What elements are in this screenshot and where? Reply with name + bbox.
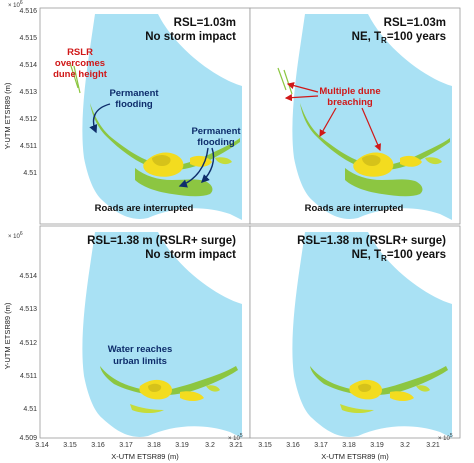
panel-title-line1: RSL=1.38 m (RSLR+ surge)	[87, 235, 236, 247]
breach-arrow-3	[319, 107, 337, 138]
panel-title-line2: NE, TR=100 years	[352, 249, 446, 263]
annotation-rslr: RSLR	[67, 47, 93, 58]
x-axis-label: X-UTM ETSR89 (m)	[321, 452, 389, 461]
y-tick-label: 4.514	[19, 62, 37, 69]
x-tick-label: 3.16	[91, 442, 105, 449]
y-axis-label: Y-UTM ETSR89 (m)	[3, 82, 12, 149]
y-tick-label: 4.513	[19, 306, 37, 313]
dune-breach	[277, 67, 293, 95]
y-exponent-top: × 106	[8, 0, 23, 9]
flooding-arrow-3	[201, 147, 215, 183]
y-tick-label: 4.509	[19, 435, 37, 442]
panel-top-right: RSL=1.03m NE, TR=100 years Multiple dune…	[249, 7, 461, 225]
x-tick-label: 3.17	[119, 442, 133, 449]
x-tick-label: 3.19	[175, 442, 189, 449]
annotation-permanent-flooding-b: Permanent	[191, 126, 241, 137]
annotation-roads: Roads are interrupted	[305, 203, 404, 214]
x-exponent-left: × 105	[228, 433, 243, 442]
y-axis-bottom: × 106 4.514 4.513 4.512 4.511 4.51 4.509…	[3, 231, 37, 442]
panel-bottom-left: RSL=1.38 m (RSLR+ surge) No storm impact…	[39, 225, 251, 439]
x-tick-label: 3.2	[400, 442, 410, 449]
panel-title-line2: NE, TR=100 years	[352, 31, 446, 45]
panel-title-line2: No storm impact	[145, 249, 236, 261]
x-axis-left: 3.14 3.15 3.16 3.17 3.18 3.19 3.2 3.21 ×…	[35, 433, 243, 461]
y-tick-label: 4.512	[19, 116, 37, 123]
x-exponent-right: × 105	[438, 433, 453, 442]
breach-arrow-1	[286, 82, 319, 93]
y-tick-label: 4.511	[20, 373, 37, 380]
x-tick-label: 3.15	[258, 442, 272, 449]
y-tick-label: 4.514	[19, 273, 37, 280]
annotation-rslr-3: dune height	[53, 69, 108, 80]
y-axis-label: Y-UTM ETSR89 (m)	[3, 302, 12, 369]
y-tick-label: 4.515	[19, 35, 37, 42]
breach-arrow-4	[361, 107, 381, 152]
annotation-water-urban-2: urban limits	[113, 356, 167, 367]
x-tick-label: 3.15	[63, 442, 77, 449]
annotation-multiple-dune-2: breaching	[327, 97, 373, 108]
annotation-permanent-flooding: Permanent	[109, 88, 159, 99]
panel-title-line1: RSL=1.38 m (RSLR+ surge)	[297, 235, 446, 247]
panel-title-line1: RSL=1.03m	[384, 17, 446, 29]
y-tick-label: 4.513	[19, 89, 37, 96]
flooding-arrow-1	[89, 103, 111, 134]
annotation-permanent-flooding-b-2: flooding	[197, 137, 235, 148]
y-tick-label: 4.516	[19, 8, 37, 15]
flooding-arrow-2	[178, 147, 209, 188]
breach-arrow-2	[284, 94, 319, 102]
x-tick-label: 3.21	[229, 442, 243, 449]
panel-top-left: RSL=1.03m No storm impact RSLR overcomes…	[39, 7, 251, 225]
y-tick-label: 4.512	[19, 340, 37, 347]
x-tick-label: 3.19	[370, 442, 384, 449]
x-tick-label: 3.16	[286, 442, 300, 449]
x-tick-label: 3.18	[342, 442, 356, 449]
x-axis-right: 3.15 3.16 3.17 3.18 3.19 3.2 3.21 × 105 …	[258, 433, 453, 461]
x-tick-label: 3.14	[35, 442, 49, 449]
panel-bottom-right: RSL=1.38 m (RSLR+ surge) NE, TR=100 year…	[249, 225, 461, 439]
x-tick-label: 3.2	[205, 442, 215, 449]
y-tick-label: 4.51	[23, 170, 37, 177]
y-exponent-bottom: × 106	[8, 231, 23, 240]
annotation-rslr-2: overcomes	[55, 58, 105, 69]
panel-title-line1: RSL=1.03m	[174, 17, 236, 29]
dune-breach	[69, 62, 81, 94]
annotation-water-urban: Water reaches	[108, 344, 173, 355]
y-tick-label: 4.511	[20, 143, 37, 150]
x-axis-label: X-UTM ETSR89 (m)	[111, 452, 179, 461]
annotation-permanent-flooding-2: flooding	[115, 99, 153, 110]
y-tick-label: 4.51	[23, 406, 37, 413]
panel-title-line2: No storm impact	[145, 31, 236, 43]
y-axis-top: × 106 4.516 4.515 4.514 4.513 4.512 4.51…	[3, 0, 37, 177]
x-tick-label: 3.21	[426, 442, 440, 449]
annotation-multiple-dune: Multiple dune	[319, 86, 380, 97]
x-tick-label: 3.17	[314, 442, 328, 449]
x-tick-label: 3.18	[147, 442, 161, 449]
annotation-roads: Roads are interrupted	[95, 203, 194, 214]
